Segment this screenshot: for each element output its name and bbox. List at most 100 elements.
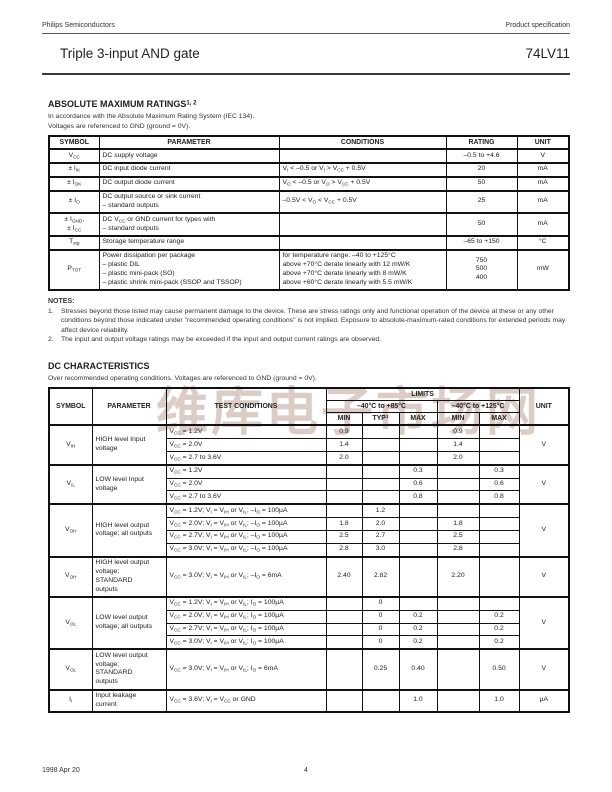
max-85-cell: 0.40 xyxy=(398,648,438,691)
footer-date: 1998 Apr 20 xyxy=(42,767,80,774)
rating-cell: 50 xyxy=(445,175,518,192)
part-number: 74LV11 xyxy=(525,46,570,61)
max-85-cell: 0.6 xyxy=(398,477,438,492)
symbol-cell: VOL xyxy=(48,648,93,691)
column-header-range-85: –40°C to +85°C xyxy=(325,400,438,414)
min-125-cell xyxy=(436,635,480,650)
max-125-cell xyxy=(478,529,520,544)
rating-cell: 20 xyxy=(445,161,518,178)
dc-characteristics-heading: DC CHARACTERISTICS xyxy=(48,360,150,371)
conditions-cell xyxy=(278,148,447,164)
symbol-cell: VIL xyxy=(48,463,93,505)
typ-cell: 0 xyxy=(361,595,400,611)
column-header-limits: LIMITS xyxy=(325,387,520,402)
min-85-cell xyxy=(325,477,363,492)
max-125-cell xyxy=(478,424,520,440)
symbol-cell: VCC xyxy=(48,148,100,164)
typ-cell xyxy=(361,463,400,479)
typ-cell xyxy=(361,688,400,713)
table-header-row: SYMBOL PARAMETER CONDITIONS RATING UNIT xyxy=(48,135,570,151)
note-item: 2. The input and output voltage ratings … xyxy=(48,335,574,345)
max-125-cell: 0.6 xyxy=(478,477,520,492)
test-conditions-cell: VCC = 2.7 to 3.6V xyxy=(165,490,327,505)
typ-cell: 1.2 xyxy=(361,503,400,519)
max-125-cell: 0.50 xyxy=(478,648,520,691)
min-125-cell xyxy=(436,463,480,479)
parameter-cell: HIGH level output voltage; STANDARD outputs xyxy=(91,555,167,598)
min-125-cell: 2.5 xyxy=(436,529,480,544)
parameter-cell: Storage temperature range xyxy=(98,234,280,251)
table-row: ± IIK DC input diode current VI < –0.5 or … xyxy=(48,161,570,178)
max-125-cell xyxy=(478,555,520,598)
parameter-cell: DC supply voltage xyxy=(98,148,280,164)
note-text: The input and output voltage ratings may… xyxy=(61,336,382,344)
test-conditions-cell: VCC = 1.2V; VI = VIH or VIL; –IO = 100µA xyxy=(165,503,327,519)
min-125-cell: 1.8 xyxy=(436,517,480,531)
max-125-cell xyxy=(478,517,520,531)
abs-max-intro-1: In accordance with the Absolute Maximum … xyxy=(48,113,255,120)
symbol-cell: VOH xyxy=(48,503,93,558)
column-header-min: MIN xyxy=(325,412,363,427)
abs-max-table: SYMBOL PARAMETER CONDITIONS RATING UNIT … xyxy=(48,135,570,291)
parameter-cell: DC output source or sink current – standa… xyxy=(98,189,280,214)
test-conditions-cell: VCC = 2.7V; VI = VIH or VIL; IO = 100µA xyxy=(165,622,327,637)
test-conditions-cell: VCC = 2.0V; VI = VIH or VIL; –IO = 100µA xyxy=(165,517,327,531)
note-number: 1. xyxy=(48,307,54,315)
table-row: VIL LOW level Input voltage VCC = 1.2V 0.3 0.… xyxy=(48,463,570,505)
min-125-cell: 2.0 xyxy=(436,450,480,466)
max-85-cell xyxy=(398,503,438,519)
max-125-cell xyxy=(478,438,520,452)
max-85-cell: 0.2 xyxy=(398,635,438,650)
table-row: VCC = 2.7 to 3.6V 0.8 0.8 xyxy=(49,490,569,505)
symbol-cell: ± IO xyxy=(48,189,100,214)
abs-max-table-body: VCC DC supply voltage –0.5 to +4.6 V ± IIK DC… xyxy=(48,148,570,291)
max-85-cell: 1.0 xyxy=(398,688,438,713)
max-125-cell xyxy=(478,542,520,558)
column-header-max: MAX xyxy=(398,412,438,427)
typ-cell: 0.25 xyxy=(361,648,400,691)
typ-cell xyxy=(361,450,400,466)
typ-cell: 2.82 xyxy=(361,555,400,598)
page-title: Triple 3-input AND gate xyxy=(60,46,200,61)
max-85-cell: 0.3 xyxy=(398,463,438,479)
header-left: Philips Semiconductors xyxy=(42,22,115,29)
unit-cell: °C xyxy=(516,234,570,251)
min-125-cell: 1.4 xyxy=(436,438,480,452)
rating-cell: –65 to +150 xyxy=(445,234,518,251)
min-85-cell xyxy=(325,463,363,479)
test-conditions-cell: VCC = 3.6V; VI = VCC or GND xyxy=(165,688,327,713)
typ-cell: 3.0 xyxy=(361,542,400,558)
typ-cell: 0 xyxy=(361,635,400,650)
max-85-cell: 0.8 xyxy=(398,490,438,505)
min-85-cell: 0.9 xyxy=(325,424,363,440)
symbol-cell: Tstg xyxy=(48,234,100,251)
min-125-cell: 2.20 xyxy=(436,555,480,598)
min-85-cell xyxy=(325,609,363,624)
max-125-cell: 0.2 xyxy=(478,622,520,637)
rating-cell: 25 xyxy=(445,189,518,214)
unit-cell: mA xyxy=(516,161,570,178)
column-header-min: MIN xyxy=(436,412,480,427)
symbol-cell: II xyxy=(48,688,93,713)
table-header-row: SYMBOL PARAMETER TEST CONDITIONS LIMITS … xyxy=(48,387,570,427)
test-conditions-cell: VCC = 1.2V xyxy=(165,424,327,440)
page-header: Philips Semiconductors Product specifica… xyxy=(42,22,570,29)
parameter-cell: DC VCC or GND current for types with – st… xyxy=(98,212,280,237)
test-conditions-cell: VCC = 2.7 to 3.6V xyxy=(165,450,327,466)
test-conditions-cell: VCC = 2.0V xyxy=(165,477,327,492)
typ-cell xyxy=(361,490,400,505)
unit-cell: mA xyxy=(516,189,570,214)
unit-cell: mA xyxy=(516,212,570,237)
rating-cell: 50 xyxy=(445,212,518,237)
rating-cell: 750 500 400 xyxy=(445,248,518,291)
min-125-cell xyxy=(436,477,480,492)
unit-cell: V xyxy=(518,503,570,558)
column-header-parameter: PARAMETER xyxy=(98,135,280,151)
min-125-cell xyxy=(436,648,480,691)
symbol-cell: VOL xyxy=(48,595,93,650)
table-header-row: –40°C to +85°C –40°C to +125°C xyxy=(49,400,569,414)
max-85-cell: 0.2 xyxy=(398,622,438,637)
page-number: 4 xyxy=(304,767,308,774)
max-125-cell: 1.0 xyxy=(478,688,520,713)
table-row: VOH HIGH level output voltage; STANDARD outp… xyxy=(48,555,570,598)
